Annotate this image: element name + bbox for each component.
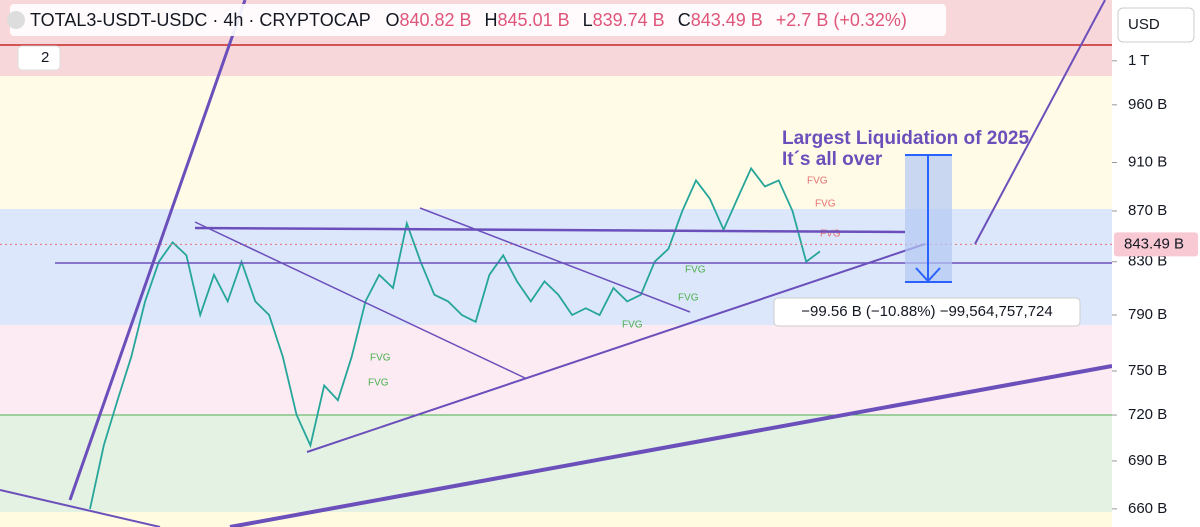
indicator-count[interactable]: 2: [41, 49, 49, 66]
trendlines: [0, 0, 1113, 527]
legend-bar: [10, 4, 946, 36]
zone: [0, 512, 1112, 527]
y-tick-label: 660 B: [1128, 500, 1167, 517]
fvg-label: FVG: [678, 293, 699, 304]
annotation: Largest Liquidation of 2025: [782, 128, 1029, 149]
y-tick-label: 910 B: [1128, 153, 1167, 170]
annotation: It´s all over: [782, 149, 883, 170]
trendline: [419, 207, 691, 313]
fvg-label: FVG: [820, 229, 841, 240]
fvg-label: FVG: [370, 353, 391, 364]
currency[interactable]: USD: [1128, 16, 1160, 33]
trendline: [68, 0, 247, 501]
o-value: 840.82 B: [399, 10, 471, 30]
y-tick-label: 1 T: [1128, 52, 1149, 69]
trendline: [0, 489, 161, 527]
current-price-label: 843.49 B: [1124, 235, 1184, 252]
symbol-icon: [7, 11, 25, 29]
fvg-label: FVG: [807, 176, 828, 187]
price-axis: [1112, 0, 1200, 527]
fvg-label: FVG: [368, 378, 389, 389]
y-tick-label: 830 B: [1128, 253, 1167, 270]
zone: [0, 415, 1112, 512]
o-label: O: [385, 10, 399, 30]
change: +2.7 B (+0.32%): [776, 10, 907, 30]
y-tick-label: 960 B: [1128, 96, 1167, 113]
trendline: [194, 226, 906, 234]
y-tick-label: 790 B: [1128, 306, 1167, 323]
h-value: 845.01 B: [498, 10, 570, 30]
trendline: [974, 0, 1106, 245]
y-tick-label: 750 B: [1128, 362, 1167, 379]
trendline: [229, 364, 1113, 527]
symbol-title: TOTAL3-USDT-USDC · 4h · CRYPTOCAP: [30, 10, 371, 30]
measure-arrow: [915, 267, 941, 283]
measure-box: [773, 297, 1081, 327]
fvg-label: FVG: [622, 320, 643, 331]
c-value: 843.49 B: [691, 10, 763, 30]
trendline: [306, 243, 926, 453]
legend: TOTAL3-USDT-USDC · 4h · CRYPTOCAP O840.8…: [30, 10, 907, 30]
y-tick-label: 690 B: [1128, 452, 1167, 469]
y-tick-label: 720 B: [1128, 406, 1167, 423]
fvg-label: FVG: [815, 199, 836, 210]
y-tick-label: 870 B: [1128, 202, 1167, 219]
l-label: L: [583, 10, 593, 30]
currency-button[interactable]: [1117, 7, 1195, 43]
price-line: [89, 166, 821, 510]
h-label: H: [485, 10, 498, 30]
l-value: 839.74 B: [593, 10, 665, 30]
indicator-toggle[interactable]: [17, 45, 61, 71]
current-price-box: [1114, 232, 1198, 257]
c-label: C: [678, 10, 691, 30]
trendline: [194, 221, 526, 379]
zones: [0, 0, 1112, 527]
zone: [0, 325, 1112, 415]
measure-label: −99.56 B (−10.88%) −99,564,757,724: [801, 303, 1052, 320]
fvg-label: FVG: [685, 265, 706, 276]
measure-tool: −99.56 B (−10.88%) −99,564,757,724: [773, 154, 1081, 327]
